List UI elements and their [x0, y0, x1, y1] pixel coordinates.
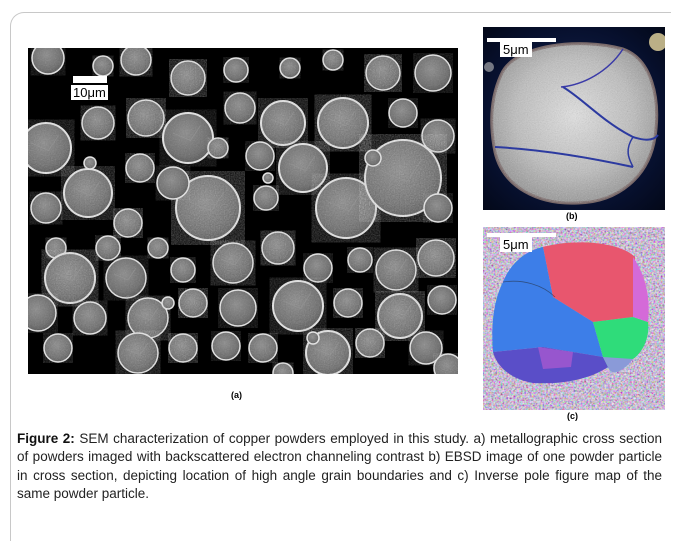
powder-particle [414, 54, 452, 92]
figure-caption: Figure 2: SEM characterization of copper… [17, 430, 662, 504]
powder-particle [278, 143, 328, 193]
powder-particle [92, 55, 114, 77]
powder-particle [421, 119, 455, 153]
powder-particle [245, 141, 275, 171]
powder-particle [63, 168, 113, 218]
panel-b-label: (b) [566, 211, 578, 221]
powder-particle [260, 100, 306, 146]
powder-particle [178, 288, 208, 318]
powder-particle [409, 331, 443, 365]
powder-particle [175, 175, 241, 241]
powder-particle [375, 249, 417, 291]
powder-particle [279, 57, 301, 79]
panel-a-label: (a) [231, 390, 242, 400]
figure-frame [10, 12, 671, 541]
powder-particle [303, 253, 333, 283]
figure-label: Figure 2: [17, 431, 75, 446]
powder-particle [31, 48, 65, 75]
powder-particle [261, 231, 295, 265]
powder-particle [162, 112, 214, 164]
powder-particle [28, 294, 57, 332]
powder-particle [322, 49, 344, 71]
powder-particle [388, 98, 418, 128]
sem-cross-section-image: 10μm [28, 48, 458, 374]
caption-text: SEM characterization of copper powders e… [17, 431, 662, 502]
powder-particle [417, 239, 455, 277]
powder-particle [433, 353, 458, 374]
powder-particle [223, 57, 249, 83]
powder-particle [73, 301, 107, 335]
powder-particles-graphic [28, 48, 458, 374]
powder-particle [212, 242, 254, 284]
powder-particle [170, 60, 206, 96]
powder-particle [28, 122, 72, 174]
ebsd-grain-boundary-image: 5μm [483, 27, 665, 210]
scale-bar-b-label: 5μm [500, 42, 532, 57]
powder-particle [113, 208, 143, 238]
inverse-pole-figure-map: 5μm [483, 227, 665, 410]
powder-particle [333, 288, 363, 318]
powder-particle [253, 185, 279, 211]
powder-particle [248, 333, 278, 363]
powder-particle [170, 257, 196, 283]
powder-particle [317, 97, 369, 149]
powder-particle [83, 156, 97, 170]
powder-particle [127, 297, 169, 339]
powder-particle [168, 333, 198, 363]
scale-bar-a-label: 10μm [71, 85, 108, 100]
powder-particle [95, 235, 121, 261]
powder-particle [161, 296, 175, 310]
powder-particle [272, 280, 324, 332]
panel-c-label: (c) [567, 411, 578, 421]
scale-bar-b: 5μm [487, 38, 557, 58]
powder-particle [427, 285, 457, 315]
powder-particle [272, 362, 294, 374]
powder-particle [347, 247, 373, 273]
powder-particle [305, 330, 351, 374]
powder-particle [211, 331, 241, 361]
powder-particle [127, 99, 165, 137]
powder-particle [81, 106, 115, 140]
ipf-map-graphic [483, 227, 665, 410]
powder-particle [30, 192, 62, 224]
powder-particle [125, 153, 155, 183]
powder-particle [364, 149, 382, 167]
powder-particle [365, 55, 401, 91]
scale-bar-c: 5μm [487, 233, 557, 255]
powder-particle [117, 332, 159, 374]
powder-particle [306, 331, 320, 345]
powder-particle [219, 289, 257, 327]
powder-particle [262, 172, 274, 184]
powder-particle [224, 92, 256, 124]
powder-particle [156, 166, 190, 200]
powder-particle [105, 257, 147, 299]
powder-particle [207, 137, 229, 159]
powder-particle [44, 252, 96, 304]
powder-particle [364, 139, 442, 217]
powder-particle [423, 193, 453, 223]
scale-bar-c-label: 5μm [500, 237, 532, 252]
ebsd-particle-graphic [484, 33, 665, 205]
powder-particle [315, 177, 377, 239]
powder-particle [120, 48, 152, 76]
powder-particle [147, 237, 169, 259]
powder-particle [43, 333, 73, 363]
powder-particle [355, 328, 385, 358]
scale-bar-a: 10μm [71, 76, 111, 104]
powder-particle [377, 293, 423, 339]
